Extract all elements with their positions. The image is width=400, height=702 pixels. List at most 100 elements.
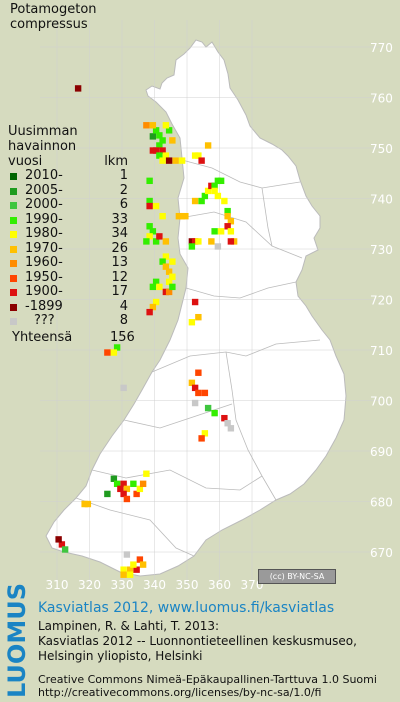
species-genus: Potamogeton	[10, 2, 97, 17]
observation-marker	[165, 268, 173, 275]
legend-count: 34	[111, 226, 128, 241]
legend-item: 2000- 6	[8, 197, 128, 213]
observation-marker	[204, 142, 212, 149]
regional-border-line	[181, 159, 301, 189]
x-tick-label: 330	[111, 578, 134, 590]
legend-swatch	[10, 289, 17, 296]
y-tick-label: 760	[370, 92, 393, 106]
regional-border-line	[185, 281, 297, 299]
observation-marker	[227, 228, 235, 235]
y-tick-label: 680	[370, 496, 393, 510]
observation-marker	[152, 147, 160, 154]
observation-marker	[211, 409, 218, 417]
observation-markers	[55, 85, 238, 578]
observation-marker	[149, 283, 157, 291]
y-tick-label: 720	[370, 294, 393, 308]
y-tick-label: 740	[370, 193, 393, 207]
observation-marker	[104, 490, 111, 498]
legend-heading-line: havainnon	[8, 139, 77, 154]
legend-swatch	[10, 173, 17, 180]
observation-marker	[198, 157, 205, 164]
observation-marker	[146, 233, 153, 240]
legend-label: ???	[34, 313, 55, 328]
observation-marker	[201, 192, 209, 200]
observation-marker	[120, 571, 127, 578]
observation-marker	[149, 122, 157, 129]
observation-marker	[195, 238, 202, 245]
observation-marker	[113, 344, 121, 351]
observation-marker	[217, 177, 225, 185]
y-tick-label: 770	[370, 41, 393, 55]
regional-border-line	[151, 339, 321, 373]
observation-marker	[133, 490, 140, 498]
x-tick-label: 310	[46, 578, 69, 590]
distribution-map: 310 320 330 340 350 360 370 770 760 750 740 730 720 7…	[40, 20, 393, 590]
legend-count: 26	[111, 240, 128, 256]
observation-marker	[149, 133, 157, 140]
legend-swatch	[10, 202, 17, 209]
observation-marker	[159, 157, 166, 164]
observation-marker	[81, 500, 88, 508]
legend-heading-line: vuosi	[8, 154, 43, 169]
cc-license-text: BY-NC-SA	[287, 572, 325, 581]
regional-border-line	[179, 211, 303, 259]
observation-marker	[159, 258, 166, 265]
observation-marker	[221, 414, 228, 422]
observation-marker	[110, 475, 118, 482]
observation-marker	[182, 212, 189, 220]
legend-total-count: 156	[110, 329, 135, 345]
observation-marker	[162, 253, 170, 260]
legend-swatch	[10, 260, 17, 267]
observation-marker	[169, 258, 176, 265]
observation-marker	[188, 319, 196, 326]
species-title: Potamogeton compressus	[10, 2, 97, 32]
legend-swatch	[10, 274, 17, 282]
observation-marker	[130, 480, 137, 488]
legend-heading: Uusimman havainnon vuosi lkm	[8, 124, 128, 169]
observation-marker	[117, 485, 124, 493]
regional-border-line	[261, 187, 273, 247]
observation-marker	[55, 536, 62, 543]
cc-license-badge[interactable]: (cc) BY-NC-SA	[258, 569, 336, 584]
x-tick-label: 360	[208, 578, 231, 590]
observation-marker	[165, 157, 173, 164]
observation-marker	[136, 556, 144, 563]
legend-label: 2000-	[25, 197, 63, 212]
legend-item: ??? 8	[8, 313, 128, 329]
observation-marker	[136, 485, 144, 493]
legend-count-heading: lkm	[104, 154, 128, 169]
observation-marker	[198, 197, 205, 205]
observation-marker	[211, 182, 218, 190]
legend-count: 4	[119, 298, 128, 314]
observation-marker	[230, 238, 238, 245]
legend-item: 1960- 13	[8, 255, 128, 271]
observation-marker	[146, 177, 153, 185]
legend-label: 2005-	[25, 182, 63, 198]
legend-rows: 2010- 1 2005- 2 2000- 6 1990- 33 1980- 34 1970- 26 1…	[8, 168, 158, 329]
y-tick-label: 710	[370, 344, 393, 358]
observation-marker	[224, 223, 231, 230]
observation-marker	[74, 85, 82, 92]
legend-item: 1980- 34	[8, 226, 128, 242]
observation-marker	[224, 207, 231, 215]
legend-item: -1899 4	[8, 298, 128, 315]
cc-icon: (cc)	[269, 572, 285, 581]
y-tick-label: 700	[370, 395, 393, 409]
footer: LUOMUS Kasviatlas 2012, www.luomus.fi/ka…	[0, 583, 400, 702]
legend-item: 1990- 33	[8, 212, 128, 228]
observation-marker	[227, 238, 235, 245]
observation-marker	[146, 202, 153, 210]
observation-marker	[165, 127, 173, 134]
citation: Lampinen, R. & Lahti, T. 2013: Kasviatla…	[38, 619, 357, 664]
observation-marker	[162, 288, 170, 296]
observation-marker	[217, 228, 225, 235]
observation-marker	[113, 480, 121, 488]
observation-marker	[221, 197, 228, 205]
observation-marker	[191, 384, 199, 392]
observation-marker	[188, 243, 196, 250]
kasviatlas-link[interactable]: Kasviatlas 2012, www.luomus.fi/kasviatla…	[38, 600, 335, 616]
observation-marker	[133, 566, 140, 573]
license-url[interactable]: http://creativecommons.org/licenses/by-n…	[38, 686, 322, 699]
observation-marker	[162, 152, 170, 159]
legend-label: 1980-	[25, 226, 63, 241]
